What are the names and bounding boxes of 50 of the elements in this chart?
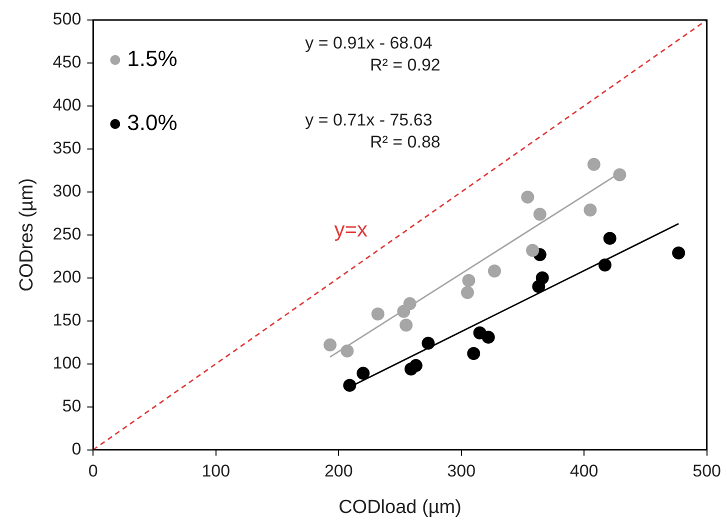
annotation: y=x	[334, 218, 368, 242]
point	[422, 336, 435, 350]
point	[672, 246, 686, 260]
y-tick-label: 300	[52, 182, 82, 201]
y-axis-title: CODres (µm)	[16, 178, 38, 292]
point	[400, 318, 413, 332]
point	[533, 208, 546, 221]
point	[482, 330, 495, 344]
point	[409, 359, 422, 372]
point	[613, 168, 626, 182]
annotation: y = 0.71x - 75.63	[305, 110, 432, 130]
y-tick-label: 100	[52, 354, 82, 373]
x-tick-label: 500	[692, 462, 722, 481]
point	[584, 203, 597, 216]
point	[324, 338, 337, 352]
point	[343, 378, 356, 392]
x-tick-label: 0	[88, 462, 98, 481]
point	[356, 366, 370, 380]
point	[462, 274, 476, 287]
point	[603, 232, 616, 245]
y-tick-label: 200	[52, 268, 82, 287]
point	[460, 286, 474, 299]
y-tick-label: 150	[52, 310, 82, 330]
point	[340, 344, 354, 358]
point	[526, 244, 540, 257]
y-tick-label: 350	[52, 138, 82, 158]
x-tick-label: 200	[324, 462, 353, 481]
x-tick-label: 300	[447, 462, 476, 481]
point	[521, 190, 534, 204]
point	[598, 258, 612, 272]
point	[467, 347, 480, 360]
point	[587, 158, 600, 171]
y-tick-label: 450	[52, 52, 82, 72]
point	[403, 297, 416, 310]
annotation: R² = 0.88	[370, 132, 440, 152]
legend-label: 1.5%	[127, 46, 178, 72]
x-tick-label: 400	[570, 462, 598, 481]
y-tick-label: 250	[52, 224, 82, 244]
point	[536, 271, 549, 284]
y-tick-label: 400	[52, 96, 82, 115]
legend-label: 3.0%	[127, 110, 178, 136]
y-tick-label: 50	[62, 396, 82, 416]
y-tick-label: 500	[52, 10, 82, 29]
point	[371, 307, 384, 320]
annotation: R² = 0.92	[370, 56, 440, 75]
x-axis-title: CODload (µm)	[338, 496, 462, 518]
x-tick-label: 100	[202, 462, 230, 481]
y-tick-label: 0	[72, 439, 82, 458]
point	[488, 264, 501, 278]
annotation: y = 0.91x - 68.04	[305, 34, 432, 53]
